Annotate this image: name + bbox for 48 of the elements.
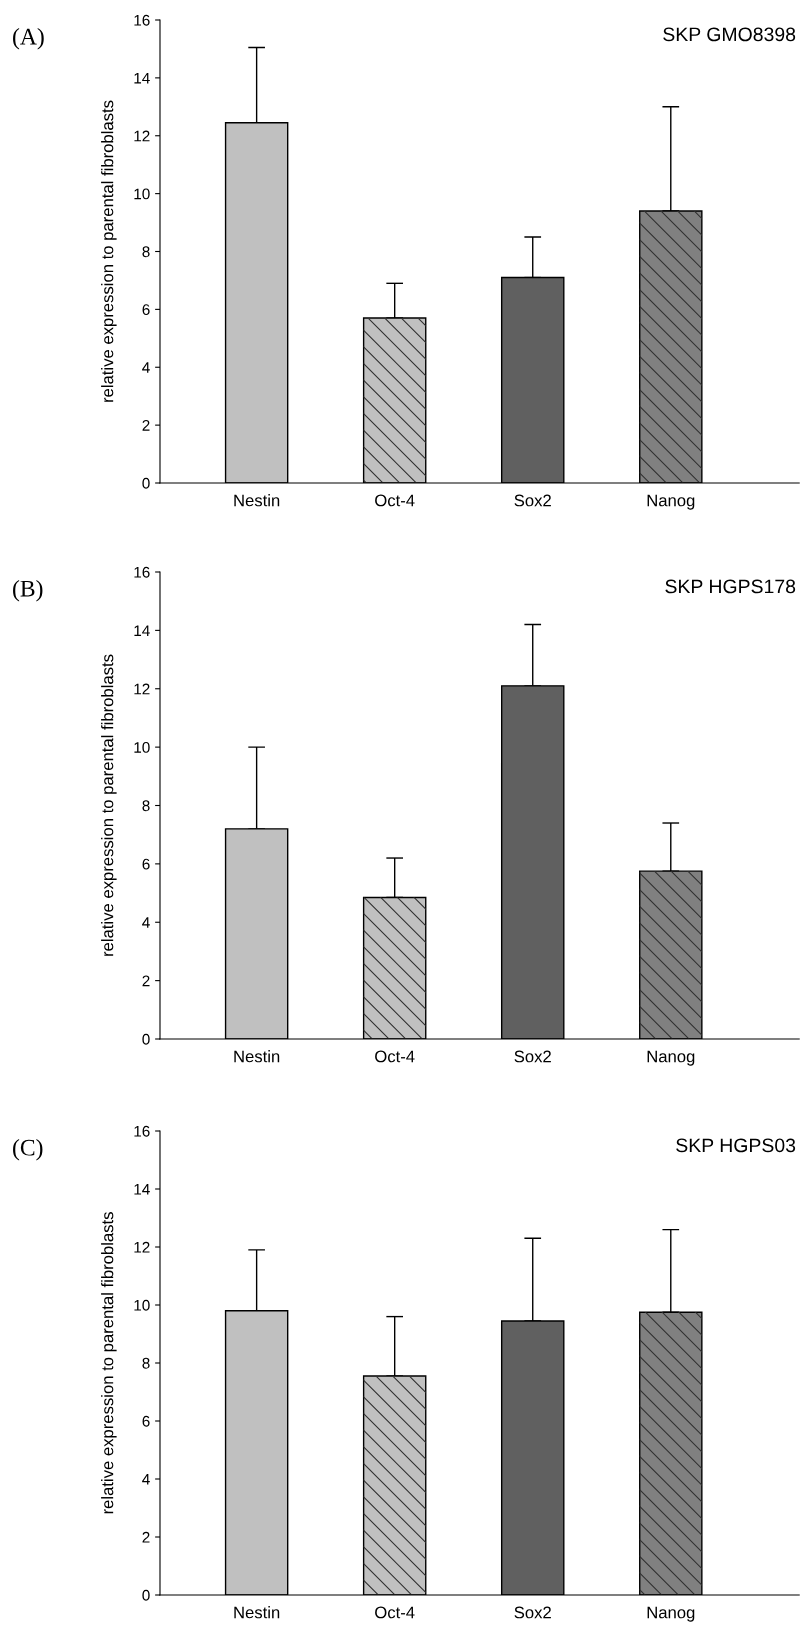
- x-tick-label: Sox2: [514, 1606, 551, 1619]
- y-tick-label: 16: [134, 14, 150, 26]
- y-tick-label: 10: [134, 741, 150, 753]
- y-tick-label: 6: [142, 1415, 150, 1427]
- text: (B): [13, 580, 43, 602]
- text: (C): [13, 1139, 43, 1161]
- x-tick-label: Nestin: [234, 494, 280, 507]
- chart-title: SKP HGPS03: [676, 1138, 796, 1153]
- y-tick-label: 10: [134, 188, 150, 200]
- y-tick-label: 14: [134, 1184, 150, 1195]
- y-tick-label: 8: [142, 1357, 150, 1369]
- chart-title: SKP HGPS178: [665, 579, 796, 594]
- y-tick-label: 14: [134, 72, 150, 84]
- y-tick-label: 4: [142, 362, 150, 373]
- y-tick-label: 2: [142, 419, 150, 431]
- chart-title: SKP GMO8398: [663, 27, 796, 42]
- x-tick-label: Oct-4: [375, 494, 415, 507]
- y-tick-label: 12: [134, 1241, 150, 1253]
- x-tick-label: Sox2: [514, 1050, 551, 1063]
- y-tick-label: 12: [134, 683, 150, 695]
- y-axis-title: relative expression to parental fibroblasts: [101, 1212, 117, 1514]
- y-tick-label: 16: [134, 566, 150, 578]
- x-tick-label: Nanog: [647, 494, 695, 510]
- y-tick-label: 0: [142, 477, 150, 489]
- y-tick-label: 10: [134, 1299, 150, 1311]
- y-tick-label: 0: [142, 1033, 150, 1045]
- y-tick-label: 16: [134, 1125, 150, 1137]
- y-tick-label: 2: [142, 975, 150, 987]
- y-tick-label: 8: [142, 246, 150, 258]
- x-tick-label: Nestin: [234, 1606, 280, 1619]
- y-tick-label: 8: [142, 800, 150, 812]
- y-tick-label: 4: [142, 1474, 150, 1485]
- x-tick-label: Oct-4: [375, 1606, 415, 1619]
- x-tick-label: Nanog: [647, 1050, 695, 1066]
- y-tick-label: 4: [142, 917, 150, 928]
- x-tick-label: Nanog: [647, 1606, 695, 1622]
- y-axis-title: relative expression to parental fibroblasts: [101, 100, 117, 402]
- text: (A): [13, 28, 44, 50]
- x-tick-label: Sox2: [514, 494, 551, 507]
- y-tick-label: 12: [134, 130, 150, 142]
- y-tick-label: 2: [142, 1531, 150, 1543]
- y-tick-label: 6: [142, 304, 150, 316]
- y-tick-label: 6: [142, 858, 150, 870]
- y-tick-label: 0: [142, 1589, 150, 1601]
- y-axis-title: relative expression to parental fibroblasts: [101, 654, 117, 956]
- x-tick-label: Nestin: [234, 1050, 280, 1063]
- y-tick-label: 14: [134, 625, 150, 636]
- x-tick-label: Oct-4: [375, 1050, 415, 1063]
